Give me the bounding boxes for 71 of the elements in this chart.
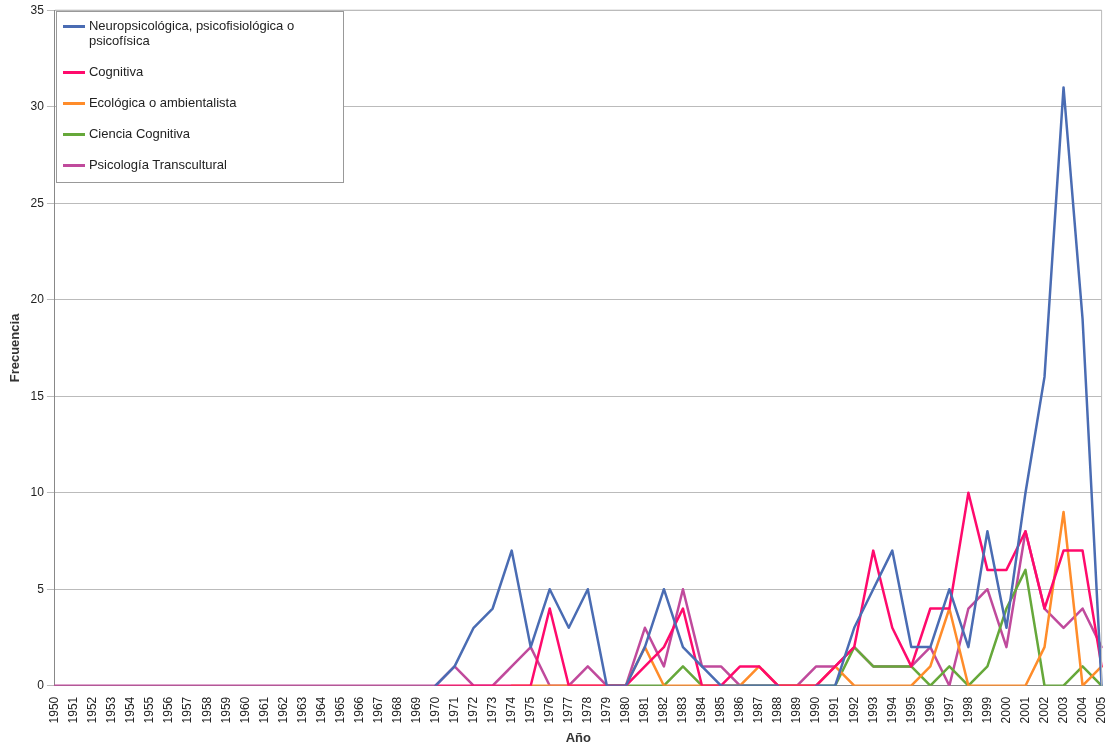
x-tick-label: 1973 bbox=[484, 696, 499, 724]
x-tick-label: 1964 bbox=[313, 696, 328, 724]
x-tick-label: 1984 bbox=[694, 696, 709, 724]
x-tick-label: 1977 bbox=[561, 696, 576, 724]
x-tick-label: 1997 bbox=[941, 696, 956, 724]
y-tick-label: 15 bbox=[30, 388, 45, 403]
x-tick-label: 1955 bbox=[142, 696, 157, 724]
x-tick-label: 1985 bbox=[713, 696, 728, 724]
x-tick-label: 1967 bbox=[370, 696, 385, 724]
x-tick-label: 1969 bbox=[408, 696, 423, 724]
x-tick-label: 1971 bbox=[446, 696, 461, 724]
x-tick-label: 1979 bbox=[599, 696, 614, 724]
x-tick-label: 1982 bbox=[656, 696, 671, 724]
legend-label: Neuropsicológica, psicofisiológica o psicofísica bbox=[88, 18, 296, 49]
x-tick-label: 1950 bbox=[47, 696, 62, 724]
y-tick-label: 35 bbox=[30, 2, 45, 17]
x-tick-label: 1999 bbox=[979, 696, 994, 724]
x-tick-label: 1968 bbox=[389, 696, 404, 724]
y-axis-title: Frecuencia bbox=[7, 312, 23, 383]
x-tick-label: 2000 bbox=[998, 696, 1013, 724]
x-axis-title: Año bbox=[565, 729, 591, 745]
x-tick-label: 1992 bbox=[846, 696, 861, 724]
legend-label: Ecológica o ambientalista bbox=[88, 95, 237, 111]
x-tick-label: 1963 bbox=[294, 696, 309, 724]
x-tick-label: 1966 bbox=[351, 696, 366, 724]
x-tick-label: 1962 bbox=[275, 696, 290, 724]
x-tick-label: 1993 bbox=[865, 696, 880, 724]
x-tick-label: 1981 bbox=[637, 696, 652, 724]
x-tick-label: 1959 bbox=[218, 696, 233, 724]
y-tick-label: 5 bbox=[37, 581, 45, 596]
x-tick-label: 1972 bbox=[465, 696, 480, 724]
x-tick-label: 1976 bbox=[542, 696, 557, 724]
x-tick-label: 1954 bbox=[123, 696, 138, 724]
legend-label: Psicología Transcultural bbox=[88, 157, 227, 173]
x-tick-label: 1986 bbox=[732, 696, 747, 724]
y-tick-label: 30 bbox=[30, 99, 45, 114]
x-tick-label: 1970 bbox=[427, 696, 442, 724]
x-tick-label: 1958 bbox=[199, 696, 214, 724]
x-tick-label: 1983 bbox=[675, 696, 690, 724]
x-tick-label: 1996 bbox=[922, 696, 937, 724]
y-tick-label: 10 bbox=[30, 485, 45, 500]
x-tick-label: 1957 bbox=[180, 696, 195, 724]
y-tick-label: 20 bbox=[30, 292, 45, 307]
x-tick-label: 1961 bbox=[256, 696, 271, 724]
x-tick-label: 1990 bbox=[808, 696, 823, 724]
legend-label: Ciencia Cognitiva bbox=[88, 126, 191, 142]
x-tick-label: 1988 bbox=[770, 696, 785, 724]
x-tick-label: 2002 bbox=[1036, 696, 1051, 724]
x-tick-label: 2004 bbox=[1074, 696, 1089, 724]
x-tick-label: 1965 bbox=[332, 696, 347, 724]
x-tick-label: 1952 bbox=[85, 696, 100, 724]
legend-label: Cognitiva bbox=[88, 64, 144, 80]
y-tick-label: 25 bbox=[30, 195, 45, 210]
x-tick-label: 1975 bbox=[523, 696, 538, 724]
y-tick-label: 0 bbox=[37, 678, 45, 693]
x-tick-label: 1989 bbox=[789, 696, 804, 724]
x-tick-label: 1956 bbox=[161, 696, 176, 724]
x-tick-label: 1953 bbox=[104, 696, 119, 724]
x-tick-label: 1995 bbox=[903, 696, 918, 724]
x-tick-label: 1978 bbox=[580, 696, 595, 724]
x-tick-label: 2005 bbox=[1093, 696, 1108, 724]
x-tick-label: 1951 bbox=[66, 696, 81, 724]
x-tick-label: 2003 bbox=[1055, 696, 1070, 724]
x-tick-label: 1974 bbox=[503, 696, 518, 724]
x-tick-label: 1960 bbox=[237, 696, 252, 724]
x-tick-label: 1991 bbox=[827, 696, 842, 724]
x-tick-label: 2001 bbox=[1017, 696, 1032, 724]
x-tick-label: 1994 bbox=[884, 696, 899, 724]
x-tick-label: 1987 bbox=[751, 696, 766, 724]
x-tick-label: 1980 bbox=[618, 696, 633, 724]
x-tick-label: 1998 bbox=[960, 696, 975, 724]
